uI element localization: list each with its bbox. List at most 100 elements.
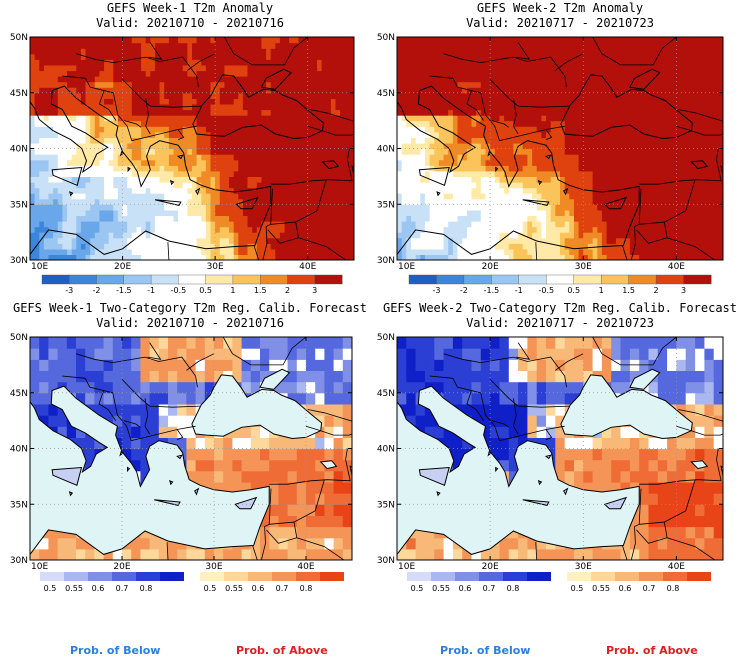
y-tick-label: 40N xyxy=(10,145,28,155)
colorbar-swatch xyxy=(491,274,520,285)
colorbar-label: 0.55 xyxy=(225,584,243,593)
colorbar-swatch xyxy=(527,572,551,581)
colorbar-label: 0.5 xyxy=(199,286,212,295)
coastlines xyxy=(397,68,723,256)
colorbar-swatch xyxy=(407,572,431,581)
colorbar-label: 1.5 xyxy=(254,286,267,295)
country-borders xyxy=(62,37,354,260)
x-tick-label: 30E xyxy=(575,562,592,572)
y-tick-label: 40N xyxy=(377,145,395,155)
colorbar-swatch xyxy=(160,572,184,581)
x-tick-label: 20E xyxy=(482,562,499,572)
colorbar-label: 0.5 xyxy=(567,286,580,295)
footer-below-label-right: Prob. of Below xyxy=(440,644,531,657)
y-tick-label: 40N xyxy=(10,445,28,455)
colorbar-label: 0.8 xyxy=(300,584,313,593)
prob-above-colorbar: 0.5 0.55 0.6 0.7 0.8 xyxy=(567,572,711,593)
colorbar-swatch xyxy=(69,274,98,285)
colorbar-swatch xyxy=(573,274,602,285)
y-tick-label: 50N xyxy=(377,333,395,343)
anomaly-colorbar: -3 -2 -1.5 -1 -0.5 0.5 1 1.5 2 3 xyxy=(41,274,343,295)
colorbar-swatch xyxy=(546,274,575,285)
footer-below-label: Prob. of Below xyxy=(70,644,161,657)
colorbar-swatch xyxy=(200,572,224,581)
colorbar-label: -0.5 xyxy=(538,286,554,295)
colorbar-label: 0.6 xyxy=(92,584,105,593)
panel-valid-dates: Valid: 20210710 - 20210716 xyxy=(96,16,284,30)
sea-caspian xyxy=(370,393,398,438)
footer-above-label-right: Prob. of Above xyxy=(606,644,698,657)
y-tick-label: 45N xyxy=(10,89,28,99)
colorbar-label: 1.5 xyxy=(622,286,635,295)
sea-black xyxy=(560,374,693,439)
island xyxy=(604,497,627,509)
island xyxy=(52,467,82,486)
x-tick-label: 30E xyxy=(207,262,224,272)
colorbar-swatch xyxy=(64,572,88,581)
y-tick-label: 35N xyxy=(377,200,395,210)
panel-title: GEFS Week-1 Two-Category T2m Reg. Calib.… xyxy=(13,301,367,315)
y-tick-label: 50N xyxy=(10,33,28,43)
colorbar-label: 3 xyxy=(312,286,317,295)
y-tick-label: 40N xyxy=(377,445,395,455)
colorbar-swatch xyxy=(232,274,261,285)
colorbar-swatch xyxy=(272,572,296,581)
colorbar-swatch xyxy=(687,572,711,581)
footer-above-label: Prob. of Above xyxy=(236,644,328,657)
colorbar-label: -1.5 xyxy=(484,286,500,295)
colorbar-label: -1.5 xyxy=(116,286,132,295)
x-tick-label: 20E xyxy=(482,262,499,272)
map-field xyxy=(30,337,398,560)
sea-black xyxy=(191,374,322,439)
y-tick-label: 45N xyxy=(377,389,395,399)
gridlines xyxy=(30,337,352,560)
sea-azov xyxy=(629,369,660,390)
x-tick-label: 30E xyxy=(205,562,222,572)
colorbar-label: -2 xyxy=(93,286,101,295)
colorbar-swatch xyxy=(408,274,437,285)
map-panel-4: GEFS Week-2 Two-Category T2m Reg. Calib.… xyxy=(377,301,737,593)
colorbar-swatch xyxy=(683,274,712,285)
colorbar-swatch xyxy=(479,572,503,581)
colorbar-label: 3 xyxy=(681,286,686,295)
colorbar-swatch xyxy=(88,572,112,581)
x-tick-label: 10E xyxy=(31,262,48,272)
colorbar-swatch xyxy=(205,274,234,285)
island xyxy=(235,497,257,509)
colorbar-swatch xyxy=(248,572,272,581)
colorbar-swatch xyxy=(601,274,630,285)
panel-title: GEFS Week-1 T2m Anomaly xyxy=(107,1,273,15)
colorbar-label: 0.8 xyxy=(507,584,520,593)
colorbar-swatch xyxy=(503,572,527,581)
colorbar-swatch xyxy=(518,274,547,285)
colorbar-swatch xyxy=(567,572,591,581)
y-tick-label: 30N xyxy=(377,256,395,266)
colorbar-label: 0.5 xyxy=(411,584,424,593)
colorbar-label: 0.5 xyxy=(571,584,584,593)
colorbar-label: -3 xyxy=(65,286,73,295)
colorbar-swatch xyxy=(436,274,465,285)
anomaly-colorbar: -3 -2 -1.5 -1 -0.5 0.5 1 1.5 2 3 xyxy=(408,274,712,295)
coastlines xyxy=(397,368,723,556)
colorbar-swatch xyxy=(178,274,207,285)
colorbar-label: 0.7 xyxy=(276,584,289,593)
x-tick-label: 10E xyxy=(398,562,415,572)
colorbar-label: 0.7 xyxy=(116,584,129,593)
y-tick-label: 50N xyxy=(377,33,395,43)
colorbar-swatch xyxy=(224,572,248,581)
x-tick-label: 20E xyxy=(114,262,131,272)
y-tick-label: 35N xyxy=(10,500,28,510)
country-borders xyxy=(429,337,723,560)
y-tick-label: 50N xyxy=(10,333,28,343)
prob-below-colorbar: 0.5 0.55 0.6 0.7 0.8 xyxy=(40,572,184,593)
colorbar-swatch xyxy=(123,274,152,285)
colorbar-swatch xyxy=(455,572,479,581)
prob-below-colorbar: 0.5 0.55 0.6 0.7 0.8 xyxy=(407,572,551,593)
panel-valid-dates: Valid: 20210710 - 20210716 xyxy=(96,316,284,330)
x-tick-label: 30E xyxy=(575,262,592,272)
colorbar-label: -1 xyxy=(147,286,155,295)
colorbar-label: -1 xyxy=(515,286,523,295)
x-tick-label: 40E xyxy=(668,262,685,272)
map-field xyxy=(30,37,354,260)
